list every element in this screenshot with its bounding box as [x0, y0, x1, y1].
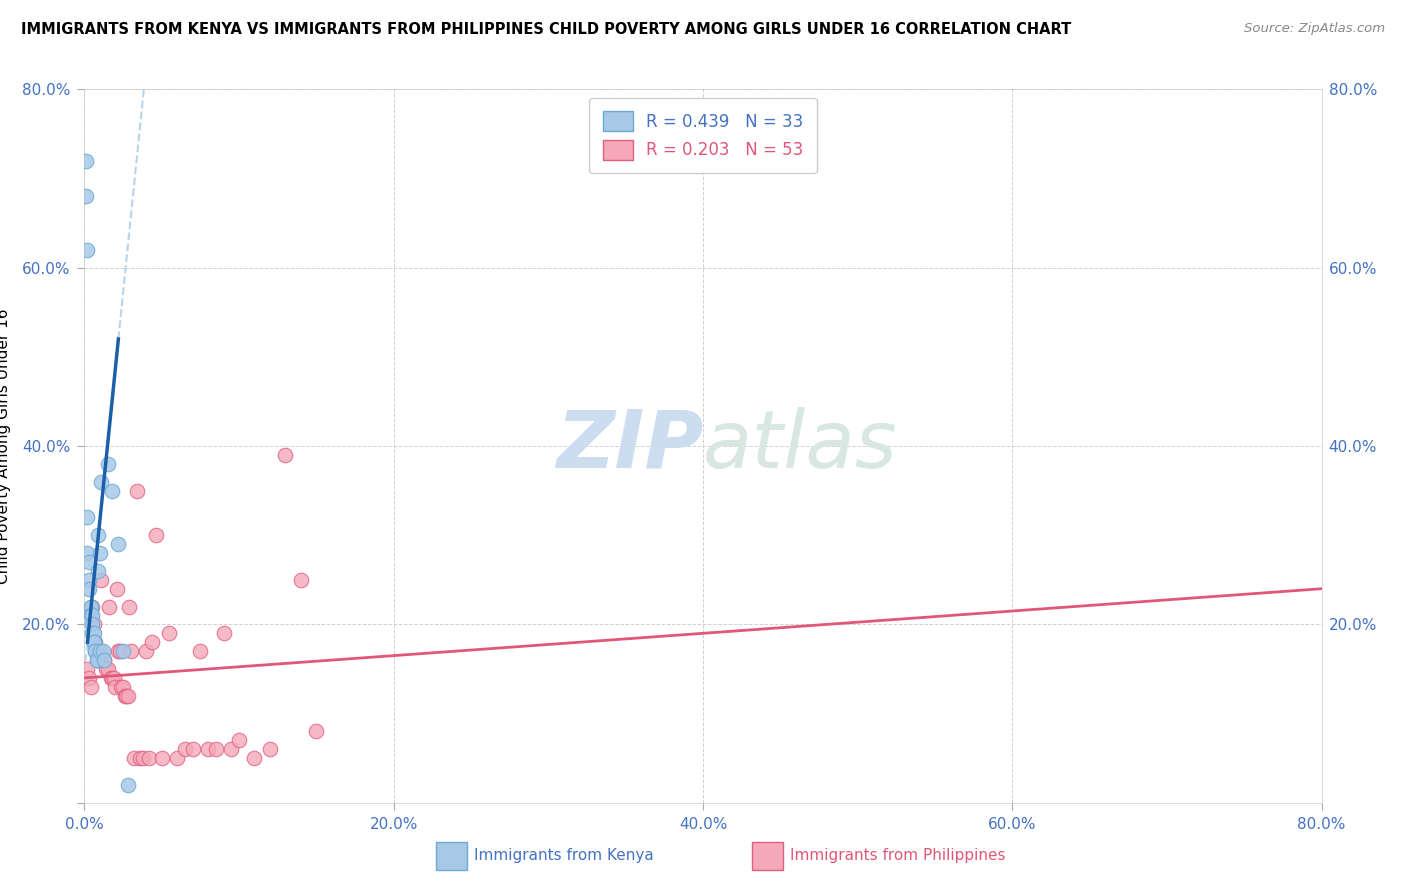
Point	[97, 457, 120, 471]
Point	[83, 635, 105, 649]
Point	[97, 662, 120, 676]
Point	[125, 483, 148, 498]
Point	[90, 573, 112, 587]
Text: Immigrants from Philippines: Immigrants from Philippines	[790, 848, 1005, 863]
Point	[274, 448, 297, 462]
Point	[87, 564, 110, 578]
FancyBboxPatch shape	[752, 842, 783, 871]
Point	[89, 546, 111, 560]
Point	[93, 653, 115, 667]
Point	[76, 510, 98, 524]
Point	[91, 653, 114, 667]
Point	[150, 751, 173, 765]
Point	[77, 555, 100, 569]
Point	[76, 662, 98, 676]
Point	[138, 751, 160, 765]
Point	[79, 599, 101, 614]
Point	[110, 680, 132, 694]
Point	[166, 751, 188, 765]
Point	[79, 599, 101, 614]
Point	[135, 644, 157, 658]
Point	[82, 617, 104, 632]
Point	[305, 724, 328, 739]
Text: ZIP: ZIP	[555, 407, 703, 485]
Point	[212, 626, 235, 640]
Text: Immigrants from Kenya: Immigrants from Kenya	[474, 848, 654, 863]
Point	[145, 528, 167, 542]
Point	[98, 599, 121, 614]
Point	[115, 689, 138, 703]
Point	[132, 751, 155, 765]
Point	[101, 483, 124, 498]
Point	[86, 653, 108, 667]
Point	[77, 671, 100, 685]
Point	[82, 626, 104, 640]
Point	[86, 644, 108, 658]
Point	[82, 599, 104, 614]
Point	[243, 751, 266, 765]
Point	[75, 189, 97, 203]
Point	[83, 617, 105, 632]
Point	[104, 680, 127, 694]
Point	[84, 635, 107, 649]
Point	[84, 644, 107, 658]
Point	[100, 671, 122, 685]
Point	[108, 644, 131, 658]
Text: Source: ZipAtlas.com: Source: ZipAtlas.com	[1244, 22, 1385, 36]
Point	[112, 680, 135, 694]
Point	[91, 644, 114, 658]
Point	[122, 751, 145, 765]
Point	[112, 644, 135, 658]
Point	[107, 537, 129, 551]
Point	[259, 742, 281, 756]
Point	[77, 582, 100, 596]
Point	[76, 243, 98, 257]
Point	[75, 153, 97, 168]
Point	[83, 626, 105, 640]
Legend: R = 0.439   N = 33, R = 0.203   N = 53: R = 0.439 N = 33, R = 0.203 N = 53	[589, 97, 817, 173]
Point	[94, 662, 117, 676]
Point	[117, 778, 139, 792]
Point	[129, 751, 152, 765]
Point	[76, 546, 98, 560]
Point	[82, 608, 104, 623]
Point	[107, 644, 129, 658]
FancyBboxPatch shape	[436, 842, 467, 871]
Point	[114, 689, 136, 703]
Point	[105, 582, 128, 596]
Point	[181, 742, 204, 756]
Point	[77, 573, 100, 587]
Point	[228, 733, 250, 747]
Text: IMMIGRANTS FROM KENYA VS IMMIGRANTS FROM PHILIPPINES CHILD POVERTY AMONG GIRLS U: IMMIGRANTS FROM KENYA VS IMMIGRANTS FROM…	[21, 22, 1071, 37]
Y-axis label: Child Poverty Among Girls Under 16: Child Poverty Among Girls Under 16	[0, 309, 11, 583]
Point	[141, 635, 163, 649]
Point	[87, 528, 110, 542]
Point	[89, 653, 111, 667]
Point	[83, 635, 105, 649]
Point	[101, 671, 124, 685]
Point	[84, 644, 107, 658]
Point	[93, 653, 115, 667]
Point	[86, 653, 108, 667]
Point	[87, 653, 110, 667]
Point	[89, 644, 111, 658]
Point	[174, 742, 197, 756]
Point	[118, 599, 141, 614]
Point	[79, 680, 101, 694]
Point	[120, 644, 142, 658]
Point	[221, 742, 243, 756]
Point	[117, 689, 139, 703]
Point	[79, 608, 101, 623]
Text: atlas: atlas	[703, 407, 898, 485]
Point	[290, 573, 312, 587]
Point	[90, 475, 112, 489]
Point	[205, 742, 228, 756]
Point	[197, 742, 219, 756]
Point	[159, 626, 181, 640]
Point	[103, 671, 125, 685]
Point	[188, 644, 212, 658]
